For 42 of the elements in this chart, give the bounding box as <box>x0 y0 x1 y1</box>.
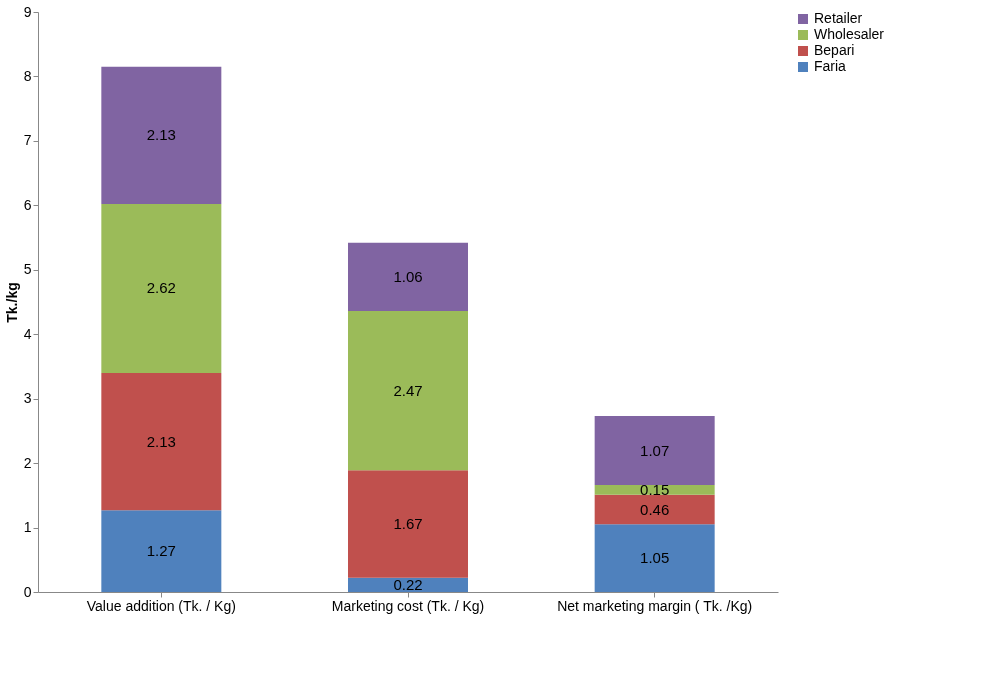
data-label: 0.46 <box>640 500 670 518</box>
bar <box>101 66 222 205</box>
bar <box>101 204 222 373</box>
legend-label: Retailer <box>814 10 863 26</box>
data-label: 2.47 <box>393 381 423 399</box>
data-label: 2.13 <box>146 432 176 450</box>
data-label: 2.62 <box>146 279 176 297</box>
data-label: 1.06 <box>393 267 423 285</box>
y-tick-label: 7 <box>23 132 32 149</box>
bar <box>101 510 222 592</box>
bar <box>348 470 468 578</box>
y-tick-label: 9 <box>23 3 32 20</box>
bar <box>594 485 715 495</box>
y-tick-label: 6 <box>23 196 32 213</box>
y-axis-title: Tk./kg <box>3 282 20 323</box>
data-label: 1.07 <box>640 441 670 459</box>
bar <box>594 416 715 486</box>
y-tick-label: 3 <box>23 390 32 407</box>
bar <box>348 311 468 471</box>
y-tick-label: 0 <box>23 583 32 600</box>
data-label: 1.27 <box>146 542 176 560</box>
x-tick-label: Net marketing margin ( Tk. /Kg) <box>557 597 753 614</box>
legend-label: Bepari <box>814 42 855 58</box>
y-tick-label: 8 <box>23 67 32 84</box>
data-label: 1.67 <box>393 515 423 533</box>
x-tick-label: Value addition (Tk. / Kg) <box>86 597 236 614</box>
bar <box>348 242 468 312</box>
data-label: 0.15 <box>640 480 670 498</box>
data-label: 2.13 <box>146 126 176 144</box>
data-label: 0.22 <box>393 575 423 593</box>
data-label: 1.05 <box>640 549 670 567</box>
legend-label: Wholesaler <box>814 26 885 42</box>
bar <box>594 494 715 525</box>
y-tick-label: 5 <box>23 261 32 278</box>
bar <box>348 577 468 592</box>
bar <box>101 372 222 511</box>
y-tick-label: 4 <box>23 325 32 342</box>
legend-label: Faria <box>814 58 847 74</box>
bar <box>594 524 715 592</box>
y-tick-label: 1 <box>23 519 32 536</box>
x-tick-label: Marketing cost (Tk. / Kg) <box>331 597 485 614</box>
y-tick-label: 2 <box>23 454 32 471</box>
